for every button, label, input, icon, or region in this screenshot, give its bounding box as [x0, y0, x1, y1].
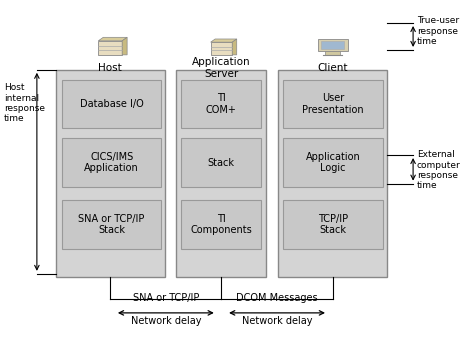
Bar	[177, 70, 267, 277]
Bar	[181, 80, 261, 128]
Bar	[321, 41, 344, 49]
Polygon shape	[99, 37, 127, 41]
Text: Network delay: Network delay	[242, 315, 312, 326]
Bar	[62, 139, 161, 187]
Text: Application
Server: Application Server	[192, 57, 251, 79]
Bar	[62, 200, 161, 249]
Polygon shape	[232, 39, 237, 55]
Bar	[317, 39, 348, 51]
Bar	[211, 42, 232, 55]
Text: True-user
response
time: True-user response time	[417, 17, 459, 46]
Text: User
Presentation: User Presentation	[302, 93, 364, 115]
Bar	[283, 139, 383, 187]
Text: TCP/IP
Stack: TCP/IP Stack	[318, 214, 348, 235]
Text: SNA or TCP/IP
Stack: SNA or TCP/IP Stack	[79, 214, 145, 235]
Polygon shape	[211, 39, 237, 42]
Text: SNA or TCP/IP: SNA or TCP/IP	[133, 293, 199, 303]
Text: Host
internal
response
time: Host internal response time	[4, 83, 45, 123]
Text: TI
COM+: TI COM+	[206, 93, 237, 115]
Text: Application
Logic: Application Logic	[306, 152, 360, 174]
Text: Database I/O: Database I/O	[80, 99, 144, 109]
Bar	[181, 139, 261, 187]
Polygon shape	[122, 37, 127, 55]
Bar	[56, 70, 165, 277]
Bar	[181, 200, 261, 249]
Text: Host: Host	[99, 63, 122, 73]
Text: Stack: Stack	[208, 158, 235, 167]
Bar	[283, 80, 383, 128]
Bar	[278, 70, 387, 277]
Text: External
computer
response
time: External computer response time	[417, 150, 461, 190]
Text: DCOM Messages: DCOM Messages	[236, 293, 318, 303]
Bar	[99, 41, 122, 55]
Bar	[325, 51, 340, 55]
Text: Network delay: Network delay	[130, 315, 201, 326]
Bar	[283, 200, 383, 249]
Text: TI
Components: TI Components	[190, 214, 252, 235]
Bar	[62, 80, 161, 128]
Text: CICS/IMS
Application: CICS/IMS Application	[84, 152, 139, 174]
Text: Client: Client	[317, 63, 348, 73]
